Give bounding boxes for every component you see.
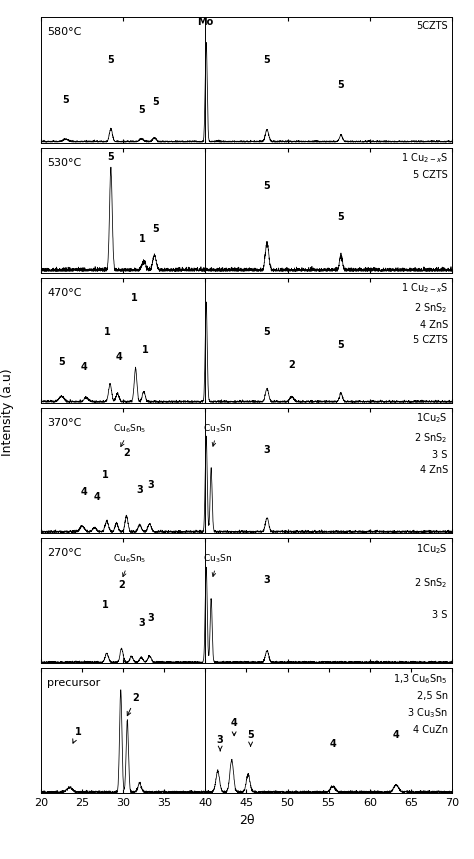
Text: 3: 3	[217, 735, 224, 751]
Text: 3: 3	[136, 485, 143, 495]
Text: Intensity (a.u): Intensity (a.u)	[0, 369, 14, 456]
Text: 3: 3	[148, 612, 155, 623]
Text: 5: 5	[264, 327, 270, 338]
Text: 530°C: 530°C	[47, 158, 82, 168]
Text: 1: 1	[104, 327, 111, 338]
Text: 4: 4	[231, 718, 237, 735]
Text: Cu$_6$Sn$_5$: Cu$_6$Sn$_5$	[113, 423, 146, 447]
Text: 3: 3	[148, 480, 155, 490]
Text: 270°C: 270°C	[47, 548, 82, 558]
Text: 4: 4	[93, 492, 100, 503]
Text: 4: 4	[81, 362, 87, 372]
Text: 5: 5	[58, 357, 65, 368]
Text: 5: 5	[152, 97, 159, 107]
Text: 5: 5	[337, 340, 345, 350]
Text: 1 Cu$_{2-x}$S
5 CZTS: 1 Cu$_{2-x}$S 5 CZTS	[401, 151, 448, 180]
Text: 1: 1	[142, 345, 149, 355]
Text: 3: 3	[264, 576, 270, 586]
Text: 5: 5	[264, 181, 270, 191]
Text: Cu$_6$Sn$_5$: Cu$_6$Sn$_5$	[113, 553, 146, 576]
Text: 4: 4	[392, 730, 400, 740]
Text: 1: 1	[73, 727, 82, 743]
Text: 1: 1	[130, 293, 137, 302]
Text: 5: 5	[108, 152, 114, 162]
Text: 4: 4	[81, 487, 87, 497]
Text: Cu$_3$Sn: Cu$_3$Sn	[203, 553, 232, 576]
Text: 5: 5	[108, 55, 114, 64]
Text: 1: 1	[102, 600, 109, 610]
Text: 5: 5	[337, 80, 345, 89]
Text: 4: 4	[116, 352, 122, 362]
Text: 4: 4	[329, 739, 336, 749]
Text: 5: 5	[138, 105, 145, 114]
Text: 3: 3	[264, 445, 270, 455]
Text: 2: 2	[123, 448, 130, 458]
Text: 1: 1	[102, 470, 109, 480]
Text: 1,3 Cu$_6$Sn$_5$
2,5 Sn
3 Cu$_3$Sn
4 CuZn: 1,3 Cu$_6$Sn$_5$ 2,5 Sn 3 Cu$_3$Sn 4 CuZ…	[393, 672, 448, 735]
Text: 1: 1	[139, 234, 146, 244]
Text: 1Cu$_2$S
2 SnS$_2$
3 S
4 ZnS: 1Cu$_2$S 2 SnS$_2$ 3 S 4 ZnS	[414, 411, 448, 475]
Text: 2: 2	[288, 360, 295, 370]
Text: 1Cu$_2$S

2 SnS$_2$

3 S: 1Cu$_2$S 2 SnS$_2$ 3 S	[414, 542, 448, 620]
Text: 5CZTS: 5CZTS	[416, 21, 448, 31]
Text: 2: 2	[127, 693, 139, 716]
X-axis label: 2θ: 2θ	[239, 813, 254, 827]
Text: 3: 3	[138, 618, 145, 628]
Text: 5: 5	[337, 211, 345, 222]
Text: Mo: Mo	[197, 17, 213, 27]
Text: 1 Cu$_{2-x}$S
2 SnS$_2$
4 ZnS
5 CZTS: 1 Cu$_{2-x}$S 2 SnS$_2$ 4 ZnS 5 CZTS	[401, 282, 448, 344]
Text: 370°C: 370°C	[47, 418, 82, 428]
Text: 5: 5	[62, 94, 69, 105]
Text: 5: 5	[247, 730, 254, 746]
Text: 470°C: 470°C	[47, 288, 82, 298]
Text: 580°C: 580°C	[47, 27, 82, 38]
Text: precursor: precursor	[47, 679, 100, 688]
Text: 2: 2	[118, 581, 125, 590]
Text: 5: 5	[153, 224, 159, 234]
Text: Cu$_3$Sn: Cu$_3$Sn	[203, 423, 232, 447]
Text: 5: 5	[264, 55, 270, 64]
